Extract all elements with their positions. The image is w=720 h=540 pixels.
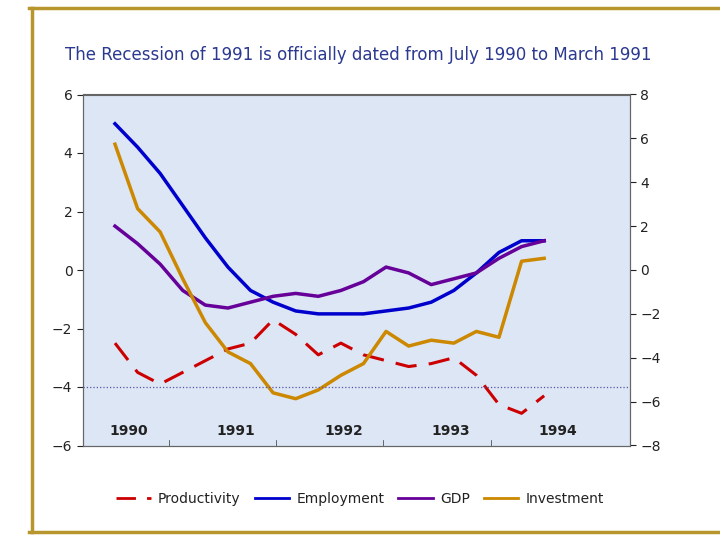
Legend: Productivity, Employment, GDP, Investment: Productivity, Employment, GDP, Investmen… bbox=[111, 487, 609, 511]
Text: 1992: 1992 bbox=[324, 424, 363, 438]
Text: 1991: 1991 bbox=[217, 424, 256, 438]
Text: The Recession of 1991 is officially dated from July 1990 to March 1991: The Recession of 1991 is officially date… bbox=[65, 46, 652, 64]
Text: 1990: 1990 bbox=[109, 424, 148, 438]
Text: 1993: 1993 bbox=[431, 424, 470, 438]
Text: 1994: 1994 bbox=[539, 424, 577, 438]
